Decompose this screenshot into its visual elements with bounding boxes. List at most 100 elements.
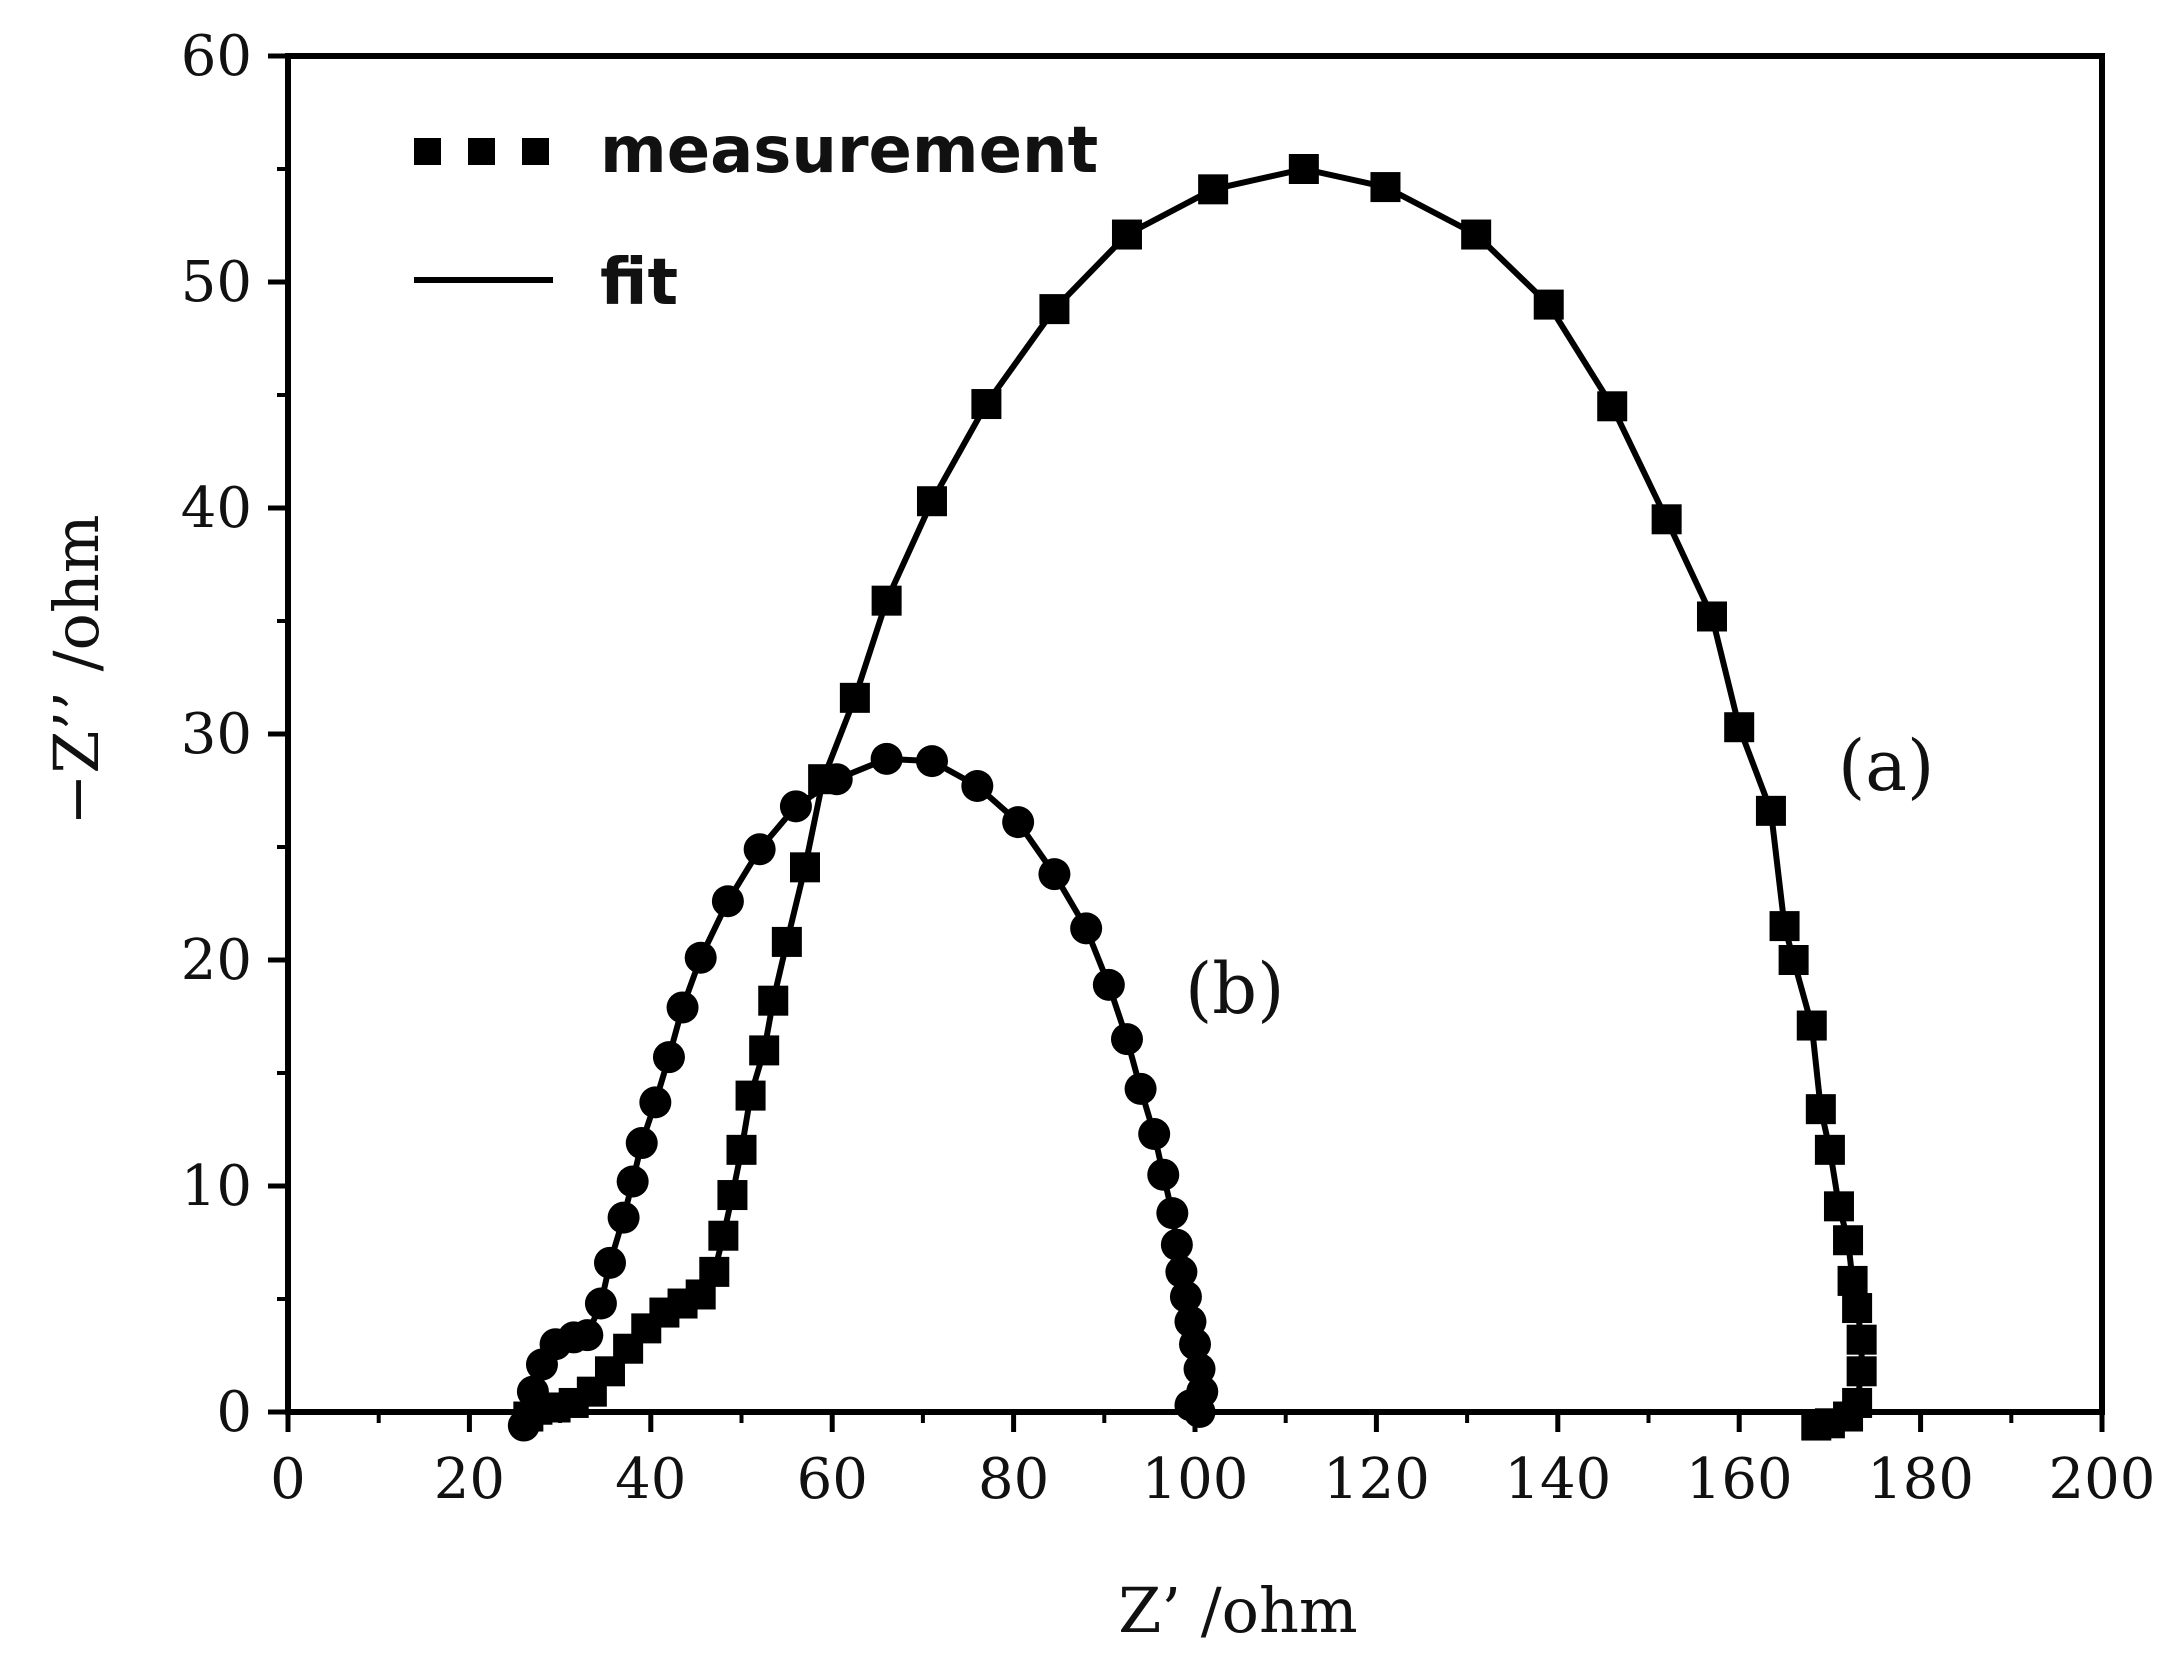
- data-point-b: [1092, 968, 1125, 1001]
- data-point-b: [961, 769, 994, 802]
- curve-label-b: (b): [1185, 948, 1284, 1030]
- x-tick-label: 0: [270, 1447, 306, 1512]
- x-tick-label: 160: [1686, 1447, 1793, 1512]
- data-point-a: [1842, 1293, 1873, 1324]
- x-tick-label: 60: [797, 1447, 868, 1512]
- data-point-b: [584, 1287, 617, 1320]
- data-point-a: [1778, 945, 1809, 975]
- data-point-a: [1846, 1324, 1877, 1355]
- data-point-b: [684, 941, 717, 974]
- data-point-b: [571, 1319, 604, 1352]
- data-point-a: [771, 926, 802, 957]
- data-point-a: [1814, 1134, 1845, 1165]
- y-tick-label: 20: [181, 928, 252, 993]
- data-point-a: [717, 1180, 748, 1211]
- data-point-a: [1724, 712, 1755, 743]
- data-point-b: [779, 790, 812, 823]
- data-point-b: [820, 763, 853, 796]
- data-point-b: [1147, 1158, 1180, 1191]
- x-tick-label: 40: [615, 1447, 686, 1512]
- x-tick-label: 80: [978, 1447, 1049, 1512]
- y-axis: 0 10 20 30 40 50 60: [181, 24, 288, 1445]
- data-point-b: [1174, 1389, 1207, 1422]
- y-tick-label: 0: [216, 1380, 252, 1445]
- y-tick-label: 40: [181, 476, 252, 541]
- legend-fit-label: fit: [600, 246, 678, 320]
- data-point-a: [1533, 289, 1564, 320]
- data-point-a: [1769, 911, 1800, 942]
- data-point-b: [616, 1165, 649, 1198]
- data-point-b: [915, 745, 948, 778]
- data-point-a: [839, 682, 870, 713]
- data-point-a: [1823, 1191, 1854, 1222]
- x-tick-label: 140: [1504, 1447, 1611, 1512]
- y-tick-label: 30: [181, 702, 252, 767]
- data-point-b: [1070, 912, 1103, 945]
- data-point-a: [749, 1035, 780, 1066]
- curve-label-a: (a): [1838, 725, 1934, 807]
- x-axis-title: Z’ /ohm: [1118, 1574, 1357, 1647]
- data-point-a: [1461, 219, 1492, 250]
- data-point-a: [708, 1220, 739, 1251]
- data-point-a: [726, 1134, 757, 1165]
- data-point-a: [1111, 219, 1142, 250]
- data-point-b: [593, 1246, 626, 1279]
- data-point-a: [735, 1080, 766, 1111]
- data-point-b: [507, 1409, 540, 1442]
- data-point-b: [1002, 806, 1035, 839]
- data-point-a: [1833, 1225, 1864, 1256]
- data-point-a: [871, 585, 902, 616]
- data-point-b: [1156, 1197, 1189, 1230]
- data-point-a: [1837, 1265, 1868, 1296]
- data-point-a: [1801, 1410, 1832, 1441]
- legend: measurement fit: [414, 114, 1098, 320]
- data-point-a: [1755, 795, 1786, 826]
- data-point-b: [1165, 1255, 1198, 1288]
- data-point-b: [652, 1041, 685, 1074]
- y-tick-label: 60: [181, 24, 252, 89]
- y-axis-title: −Z’’ /ohm: [40, 514, 113, 825]
- legend-measurement-label: measurement: [600, 114, 1098, 188]
- data-point-a: [1796, 1010, 1827, 1041]
- data-point-b: [516, 1375, 549, 1408]
- data-point-b: [1169, 1280, 1202, 1313]
- x-tick-label: 180: [1867, 1447, 1974, 1512]
- data-point-b: [743, 833, 776, 866]
- data-point-a: [1597, 391, 1628, 422]
- data-point-a: [1039, 294, 1070, 325]
- data-point-a: [699, 1256, 730, 1287]
- data-point-a: [1696, 601, 1727, 632]
- x-tick-label: 20: [434, 1447, 505, 1512]
- data-point-a: [1651, 504, 1682, 535]
- data-point-b: [870, 742, 903, 775]
- plot-area: 0 20 40 60 80 100 120 140 160 180 200 0 10 20 30 40 50 6…: [181, 24, 2156, 1512]
- data-point-a: [758, 985, 789, 1016]
- data-point-a: [789, 852, 820, 883]
- data-point-b: [1110, 1023, 1143, 1056]
- data-point-a: [1288, 154, 1319, 184]
- x-axis: 0 20 40 60 80 100 120 140 160 180 200: [270, 1412, 2155, 1512]
- y-tick-label: 10: [181, 1154, 252, 1219]
- data-markers: [507, 154, 1877, 1442]
- data-point-b: [1038, 858, 1071, 891]
- data-point-b: [1179, 1328, 1211, 1361]
- data-point-b: [666, 991, 699, 1024]
- data-point-b: [1138, 1118, 1171, 1151]
- x-tick-label: 200: [2049, 1447, 2156, 1512]
- data-point-a: [1198, 174, 1229, 205]
- data-point-a: [1370, 172, 1401, 203]
- x-tick-label: 100: [1142, 1447, 1249, 1512]
- x-tick-label: 120: [1323, 1447, 1430, 1512]
- data-point-b: [1124, 1072, 1157, 1105]
- data-point-b: [1160, 1228, 1193, 1261]
- data-point-a: [1846, 1356, 1877, 1387]
- data-point-b: [711, 885, 744, 918]
- data-point-b: [639, 1086, 672, 1119]
- y-tick-label: 50: [181, 250, 252, 315]
- data-point-a: [1805, 1094, 1836, 1125]
- data-point-b: [625, 1127, 658, 1160]
- legend-measurement-swatch: [414, 138, 549, 165]
- data-point-a: [971, 389, 1002, 420]
- data-point-a: [916, 486, 947, 517]
